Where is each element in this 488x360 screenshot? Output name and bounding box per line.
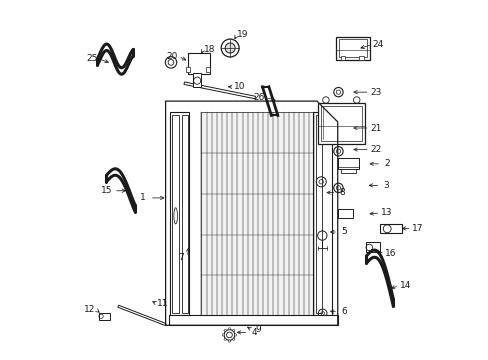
Text: 15: 15 <box>101 186 113 195</box>
Circle shape <box>228 340 230 342</box>
Bar <box>313 112 331 316</box>
Text: 16: 16 <box>384 249 396 258</box>
Bar <box>169 315 337 325</box>
Bar <box>338 40 366 57</box>
Text: 14: 14 <box>399 281 410 290</box>
Circle shape <box>228 328 230 330</box>
Text: 10: 10 <box>234 82 245 91</box>
Bar <box>192 73 201 87</box>
Text: 18: 18 <box>203 45 215 54</box>
Bar <box>182 115 188 314</box>
Text: 11: 11 <box>157 299 168 308</box>
Circle shape <box>165 57 176 68</box>
Text: 6: 6 <box>341 307 346 316</box>
Text: 13: 13 <box>380 208 391 217</box>
Text: 25: 25 <box>86 54 97 63</box>
Text: 1: 1 <box>140 193 145 202</box>
Text: 2: 2 <box>384 159 389 168</box>
Circle shape <box>333 147 343 156</box>
Circle shape <box>224 338 226 340</box>
Bar <box>338 209 352 218</box>
Text: 26: 26 <box>253 93 264 102</box>
Text: 23: 23 <box>369 87 381 96</box>
Bar <box>359 56 363 60</box>
Text: 20: 20 <box>165 52 177 61</box>
Bar <box>315 115 322 314</box>
Text: 21: 21 <box>369 123 381 132</box>
Bar <box>335 37 369 60</box>
Circle shape <box>333 183 343 193</box>
Text: 19: 19 <box>237 30 248 39</box>
Text: 5: 5 <box>341 228 346 237</box>
Bar <box>320 107 361 140</box>
Bar <box>188 53 209 74</box>
Circle shape <box>234 334 236 336</box>
Bar <box>170 112 188 316</box>
Circle shape <box>333 87 343 97</box>
Text: 4: 4 <box>251 328 257 337</box>
Circle shape <box>232 329 234 332</box>
Text: 3: 3 <box>383 181 388 190</box>
Text: 22: 22 <box>369 145 381 154</box>
Text: 9: 9 <box>255 325 261 334</box>
Bar <box>185 67 189 72</box>
Bar <box>201 112 314 316</box>
Bar <box>341 168 355 173</box>
FancyBboxPatch shape <box>183 82 255 99</box>
Text: 8: 8 <box>339 188 345 197</box>
Bar <box>99 313 110 320</box>
Bar <box>206 67 209 72</box>
Bar <box>118 305 165 325</box>
Bar <box>172 115 179 314</box>
Circle shape <box>232 338 234 340</box>
Text: 12: 12 <box>83 305 95 314</box>
Text: 17: 17 <box>411 224 423 233</box>
Bar <box>317 103 364 144</box>
Circle shape <box>221 39 239 57</box>
Circle shape <box>224 43 235 53</box>
Bar <box>379 224 401 233</box>
Circle shape <box>222 334 224 336</box>
Bar <box>365 242 379 252</box>
Text: 24: 24 <box>372 40 383 49</box>
Circle shape <box>224 329 234 340</box>
Bar <box>340 56 344 60</box>
Text: 7: 7 <box>178 253 183 262</box>
Circle shape <box>224 329 226 332</box>
Bar <box>338 158 359 169</box>
